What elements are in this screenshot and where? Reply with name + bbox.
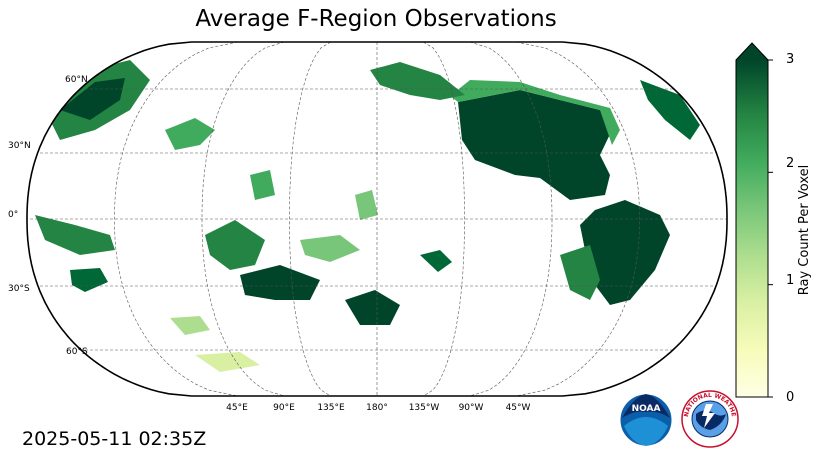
ray-region-asia	[165, 118, 215, 150]
lat-label-60s: 60°S	[66, 347, 88, 357]
globe-outline	[26, 41, 728, 397]
longitude-gridline	[114, 42, 238, 396]
ray-region-se-asia	[250, 170, 275, 200]
lon-label-135e: 135°E	[317, 403, 345, 413]
ray-region-europe-core	[60, 78, 125, 120]
colorbar-tick-1: 1	[786, 273, 795, 288]
lon-label-180: 180°	[366, 403, 388, 413]
colorbar-gradient	[736, 60, 768, 397]
colorbar-tick-marks	[768, 59, 773, 398]
longitude-gridline	[516, 42, 640, 396]
ray-region-scatter-2	[170, 316, 210, 335]
longitude-gridline	[289, 42, 331, 396]
lat-label-30s: 30°S	[8, 284, 30, 294]
lon-label-45e: 45°E	[226, 403, 248, 413]
figure-title: Average F-Region Observations	[195, 6, 557, 32]
ray-region-north-america-fringe	[450, 80, 620, 145]
timestamp: 2025-05-11 02:35Z	[22, 428, 207, 450]
lon-label-135w: 135°W	[408, 403, 440, 413]
ray-region-scatter-4	[355, 190, 378, 220]
ray-region-greenland	[640, 80, 700, 140]
lon-label-90e: 90°E	[273, 403, 295, 413]
colorbar-tick-2: 2	[786, 156, 795, 171]
colorbar-frame	[735, 42, 769, 398]
colorbar-tick-0: 0	[786, 390, 795, 405]
ray-region-south-america	[580, 200, 670, 305]
graticule-lines	[27, 42, 727, 396]
ray-region-scatter-3	[195, 352, 260, 372]
lon-label-45w: 45°W	[505, 403, 531, 413]
lat-label-equator: 0°	[8, 210, 19, 220]
longitude-gridline	[201, 42, 285, 396]
lon-label-90w: 90°W	[458, 403, 484, 413]
ray-region-pacific-small	[420, 250, 452, 272]
ray-region-scatter-1	[300, 235, 360, 262]
ray-region-africa-south	[70, 268, 108, 292]
lat-label-60n: 60°N	[65, 75, 88, 85]
ray-region-africa-west	[35, 215, 115, 255]
colorbar-tick-3: 3	[786, 52, 795, 67]
noaa-logo: NOAA	[619, 393, 673, 447]
ray-region-indian-ocean	[205, 220, 265, 270]
longitude-gridline	[423, 42, 465, 396]
ray-region-south-pacific	[345, 290, 400, 325]
ray-region-australia	[240, 265, 320, 300]
ray-region-north-pacific	[370, 62, 465, 100]
colorbar-extend-arrow	[736, 43, 768, 60]
longitude-gridline	[469, 42, 553, 396]
noaa-logo-text: NOAA	[632, 404, 661, 414]
colorbar	[735, 42, 773, 398]
ray-region-north-america	[458, 90, 612, 200]
lat-label-30n: 30°N	[8, 141, 31, 151]
colorbar-label: Ray Count Per Voxel	[797, 164, 812, 296]
